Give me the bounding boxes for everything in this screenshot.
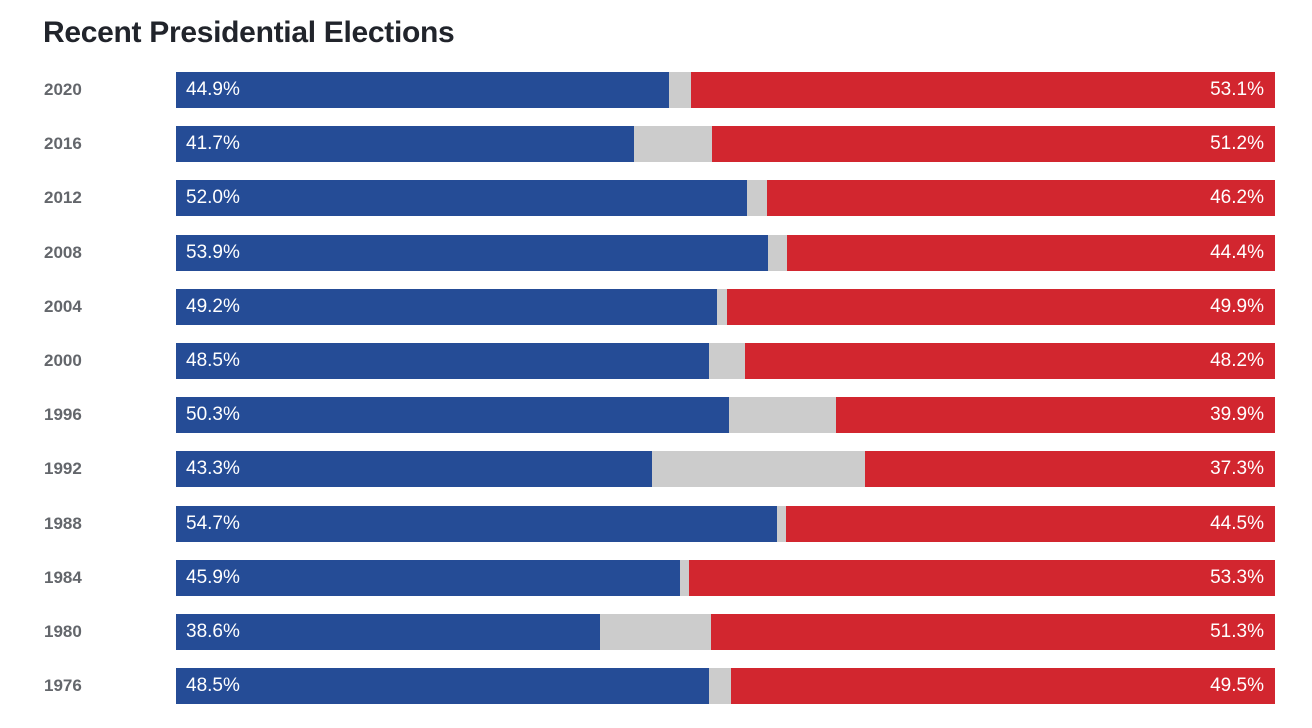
republican-value-label: 39.9% xyxy=(1210,404,1264,426)
democratic-value-label: 45.9% xyxy=(186,566,240,588)
stacked-bar: 53.9% 44.4% xyxy=(176,234,1275,271)
democratic-value-label: 48.5% xyxy=(186,675,240,697)
stacked-bar: 49.2% 49.9% xyxy=(176,288,1275,325)
democratic-bar-segment[interactable]: 48.5% xyxy=(176,668,709,705)
year-label: 2004 xyxy=(44,296,82,316)
bar-row: 2020 44.9% 53.1% xyxy=(44,72,1275,109)
republican-value-label: 44.5% xyxy=(1210,512,1264,534)
republican-value-label: 37.3% xyxy=(1210,458,1264,480)
democratic-value-label: 50.3% xyxy=(186,404,240,426)
other-bar-segment[interactable] xyxy=(651,451,866,488)
republican-bar-segment[interactable]: 51.3% xyxy=(711,613,1275,650)
republican-value-label: 53.3% xyxy=(1210,566,1264,588)
democratic-bar-segment[interactable]: 49.2% xyxy=(176,288,717,325)
year-label: 2020 xyxy=(44,80,82,100)
democratic-value-label: 52.0% xyxy=(186,187,240,209)
democratic-value-label: 49.2% xyxy=(186,295,240,317)
other-bar-segment[interactable] xyxy=(777,505,786,542)
bar-row: 1980 38.6% 51.3% xyxy=(44,613,1275,650)
stacked-bar: 38.6% 51.3% xyxy=(176,613,1275,650)
other-bar-segment[interactable] xyxy=(634,126,713,163)
democratic-bar-segment[interactable]: 52.0% xyxy=(176,180,748,217)
republican-value-label: 49.9% xyxy=(1210,295,1264,317)
stacked-bar: 48.5% 49.5% xyxy=(176,668,1275,705)
year-label: 1996 xyxy=(44,405,82,425)
year-label: 1992 xyxy=(44,459,82,479)
republican-bar-segment[interactable]: 51.2% xyxy=(712,126,1275,163)
democratic-bar-segment[interactable]: 54.7% xyxy=(176,505,778,542)
bar-row: 2000 48.5% 48.2% xyxy=(44,342,1275,380)
democratic-bar-segment[interactable]: 50.3% xyxy=(176,397,729,434)
republican-value-label: 49.5% xyxy=(1210,675,1264,697)
democratic-value-label: 44.9% xyxy=(186,79,240,101)
bar-row: 1992 43.3% 37.3% xyxy=(44,451,1275,488)
democratic-bar-segment[interactable]: 45.9% xyxy=(176,559,681,596)
stacked-bar: 41.7% 51.2% xyxy=(176,126,1275,163)
other-bar-segment[interactable] xyxy=(747,180,768,217)
democratic-value-label: 53.9% xyxy=(186,241,240,263)
stacked-bar: 50.3% 39.9% xyxy=(176,397,1275,434)
year-label: 1980 xyxy=(44,621,82,641)
stacked-bar: 44.9% 53.1% xyxy=(176,72,1275,109)
republican-bar-segment[interactable]: 53.1% xyxy=(691,72,1275,109)
other-bar-segment[interactable] xyxy=(768,234,788,271)
democratic-bar-segment[interactable]: 43.3% xyxy=(176,451,652,488)
other-bar-segment[interactable] xyxy=(709,668,731,705)
stacked-bar: 45.9% 53.3% xyxy=(176,559,1275,596)
democratic-bar-segment[interactable]: 53.9% xyxy=(176,234,769,271)
republican-value-label: 53.1% xyxy=(1210,79,1264,101)
bar-chart: 2020 44.9% 53.1% 2016 41.7% 51.2% 2012 52.0% 46.… xyxy=(44,72,1275,705)
bar-row: 1984 45.9% 53.3% xyxy=(44,559,1275,596)
democratic-bar-segment[interactable]: 44.9% xyxy=(176,72,670,109)
other-bar-segment[interactable] xyxy=(728,397,837,434)
other-bar-segment[interactable] xyxy=(600,613,712,650)
other-bar-segment[interactable] xyxy=(709,342,746,380)
republican-bar-segment[interactable]: 46.2% xyxy=(767,180,1275,217)
republican-value-label: 46.2% xyxy=(1210,187,1264,209)
republican-bar-segment[interactable]: 44.4% xyxy=(787,234,1275,271)
stacked-bar: 43.3% 37.3% xyxy=(176,451,1275,488)
other-bar-segment[interactable] xyxy=(716,288,727,325)
other-bar-segment[interactable] xyxy=(680,559,690,596)
democratic-value-label: 41.7% xyxy=(186,133,240,155)
bar-row: 2004 49.2% 49.9% xyxy=(44,288,1275,325)
year-label: 1984 xyxy=(44,567,82,587)
bar-row: 2016 41.7% 51.2% xyxy=(44,126,1275,163)
democratic-value-label: 54.7% xyxy=(186,512,240,534)
year-label: 1976 xyxy=(44,676,82,696)
year-label: 2000 xyxy=(44,350,82,370)
republican-bar-segment[interactable]: 37.3% xyxy=(865,451,1275,488)
republican-bar-segment[interactable]: 49.9% xyxy=(726,288,1275,325)
republican-bar-segment[interactable]: 39.9% xyxy=(836,397,1275,434)
democratic-value-label: 48.5% xyxy=(186,349,240,371)
republican-bar-segment[interactable]: 48.2% xyxy=(745,342,1275,380)
stacked-bar: 54.7% 44.5% xyxy=(176,505,1275,542)
republican-value-label: 51.2% xyxy=(1210,133,1264,155)
democratic-bar-segment[interactable]: 38.6% xyxy=(176,613,601,650)
bar-row: 1988 54.7% 44.5% xyxy=(44,505,1275,542)
stacked-bar: 52.0% 46.2% xyxy=(176,180,1275,217)
democratic-bar-segment[interactable]: 41.7% xyxy=(176,126,635,163)
other-bar-segment[interactable] xyxy=(669,72,692,109)
bar-row: 1996 50.3% 39.9% xyxy=(44,397,1275,434)
year-label: 2008 xyxy=(44,242,82,262)
bar-row: 2008 53.9% 44.4% xyxy=(44,234,1275,271)
republican-bar-segment[interactable]: 53.3% xyxy=(689,559,1275,596)
republican-value-label: 48.2% xyxy=(1210,349,1264,371)
democratic-value-label: 43.3% xyxy=(186,458,240,480)
bar-row: 2012 52.0% 46.2% xyxy=(44,180,1275,217)
stacked-bar: 48.5% 48.2% xyxy=(176,342,1275,380)
republican-bar-segment[interactable]: 49.5% xyxy=(730,668,1275,705)
democratic-value-label: 38.6% xyxy=(186,620,240,642)
chart-title: Recent Presidential Elections xyxy=(43,16,455,49)
bar-row: 1976 48.5% 49.5% xyxy=(44,668,1275,705)
year-label: 2012 xyxy=(44,188,82,208)
year-label: 1988 xyxy=(44,513,82,533)
republican-bar-segment[interactable]: 44.5% xyxy=(785,505,1275,542)
republican-value-label: 51.3% xyxy=(1210,620,1264,642)
year-label: 2016 xyxy=(44,134,82,154)
democratic-bar-segment[interactable]: 48.5% xyxy=(176,342,709,380)
republican-value-label: 44.4% xyxy=(1210,241,1264,263)
